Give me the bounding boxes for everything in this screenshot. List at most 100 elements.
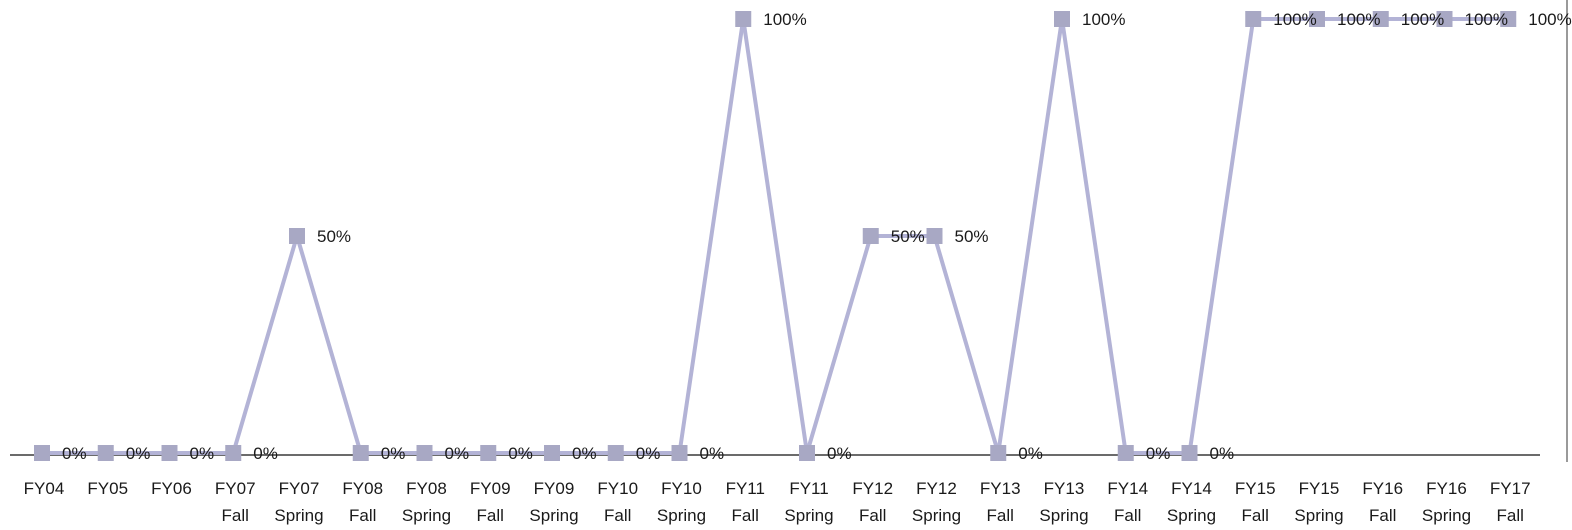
x-tick-label: FY05 bbox=[87, 479, 128, 498]
x-tick-label: FY14 bbox=[1107, 479, 1148, 498]
x-tick-label: FY12 bbox=[916, 479, 957, 498]
data-label: 0% bbox=[190, 444, 215, 463]
x-tick-label: FY10 bbox=[661, 479, 702, 498]
x-tick-label: FY10 bbox=[597, 479, 638, 498]
x-tick-sublabel: Fall bbox=[349, 506, 376, 525]
data-label: 0% bbox=[445, 444, 470, 463]
x-tick-sublabel: Spring bbox=[1167, 506, 1216, 525]
x-tick-sublabel: Spring bbox=[402, 506, 451, 525]
data-point-marker bbox=[97, 445, 114, 461]
series-line-segment bbox=[996, 17, 1064, 455]
series-line-segment bbox=[1060, 17, 1128, 455]
data-label: 0% bbox=[700, 444, 725, 463]
x-tick-label: FY08 bbox=[406, 479, 447, 498]
data-label: 0% bbox=[1210, 444, 1235, 463]
x-tick-label-group: FY04 FY05 FY06 FY07 Fall FY07 Spring FY08 Fall FY… bbox=[24, 479, 1531, 525]
x-tick-label: FY16 bbox=[1426, 479, 1467, 498]
series-line-segment bbox=[741, 17, 809, 455]
x-tick-label: FY12 bbox=[852, 479, 893, 498]
data-label: 0% bbox=[1146, 444, 1171, 463]
data-point-marker bbox=[1309, 11, 1325, 27]
data-label: 100% bbox=[1337, 10, 1380, 29]
data-label: 100% bbox=[1273, 10, 1316, 29]
x-tick-label: FY14 bbox=[1171, 479, 1212, 498]
x-tick-label: FY13 bbox=[1044, 479, 1085, 498]
x-tick-sublabel: Spring bbox=[912, 506, 961, 525]
x-tick-label: FY07 bbox=[279, 479, 320, 498]
data-point-marker bbox=[990, 445, 1007, 461]
x-tick-label: FY09 bbox=[534, 479, 575, 498]
x-tick-sublabel: Fall bbox=[1114, 506, 1141, 525]
x-tick-sublabel: Fall bbox=[222, 506, 249, 525]
x-tick-label: FY16 bbox=[1362, 479, 1403, 498]
x-tick-label: FY06 bbox=[151, 479, 192, 498]
data-label: 0% bbox=[636, 444, 661, 463]
data-point-marker bbox=[926, 228, 943, 244]
data-point-marker bbox=[161, 445, 178, 461]
x-tick-label: FY04 bbox=[24, 479, 65, 498]
data-point-marker bbox=[544, 445, 560, 461]
x-tick-sublabel: Fall bbox=[1497, 506, 1524, 525]
series-line-segment bbox=[932, 234, 1001, 455]
data-point-marker bbox=[225, 445, 242, 461]
data-label: 0% bbox=[1018, 444, 1043, 463]
data-point-marker bbox=[1500, 11, 1517, 27]
series-line-segment bbox=[295, 234, 363, 455]
x-tick-label: FY08 bbox=[342, 479, 383, 498]
x-tick-sublabel: Fall bbox=[477, 506, 504, 525]
x-tick-sublabel: Spring bbox=[1294, 506, 1343, 525]
data-point-marker bbox=[735, 11, 752, 27]
x-tick-label: FY15 bbox=[1235, 479, 1276, 498]
x-tick-sublabel: Spring bbox=[529, 506, 578, 525]
data-label: 0% bbox=[827, 444, 852, 463]
data-point-marker bbox=[1436, 11, 1453, 27]
x-tick-label: FY11 bbox=[789, 479, 828, 498]
data-label: 0% bbox=[62, 444, 87, 463]
data-point-marker bbox=[607, 445, 624, 461]
x-tick-label: FY11 bbox=[726, 479, 765, 498]
data-point-marker bbox=[289, 228, 305, 244]
x-tick-sublabel: Fall bbox=[859, 506, 886, 525]
series-line-segment bbox=[1187, 17, 1256, 455]
data-label: 50% bbox=[891, 227, 925, 246]
data-point-marker bbox=[671, 445, 688, 461]
x-tick-sublabel: Fall bbox=[1242, 506, 1269, 525]
x-tick-sublabel: Fall bbox=[1369, 506, 1396, 525]
data-label: 100% bbox=[1528, 10, 1571, 29]
x-tick-sublabel: Spring bbox=[1039, 506, 1088, 525]
data-point-marker bbox=[1117, 445, 1134, 461]
data-point-marker bbox=[799, 445, 815, 461]
data-point-marker bbox=[1245, 11, 1262, 27]
data-label: 50% bbox=[955, 227, 989, 246]
data-label: 100% bbox=[1082, 10, 1125, 29]
data-point-marker bbox=[862, 228, 879, 244]
data-point-marker bbox=[480, 445, 497, 461]
x-tick-sublabel: Fall bbox=[604, 506, 631, 525]
data-point-marker bbox=[352, 445, 369, 461]
x-tick-sublabel: Fall bbox=[987, 506, 1014, 525]
x-tick-sublabel: Spring bbox=[784, 506, 833, 525]
x-tick-label: FY07 bbox=[215, 479, 256, 498]
series-line-segment bbox=[231, 234, 299, 455]
data-label: 100% bbox=[763, 10, 806, 29]
data-label: 100% bbox=[1401, 10, 1444, 29]
data-point-marker bbox=[1054, 11, 1070, 27]
x-tick-label: FY13 bbox=[980, 479, 1021, 498]
series-line-segment bbox=[677, 17, 746, 455]
data-label-group: 0% 0% 0% 0% 50% 0% 0% 0% 0% 0% 0% 100% 0% 50% 50% 0% 100… bbox=[62, 10, 1572, 463]
data-label: 0% bbox=[572, 444, 597, 463]
marker-group bbox=[34, 11, 1517, 461]
data-label: 100% bbox=[1465, 10, 1508, 29]
series-line-segment bbox=[805, 234, 873, 455]
x-tick-sublabel: Spring bbox=[274, 506, 323, 525]
x-tick-label: FY15 bbox=[1299, 479, 1340, 498]
x-tick-label: FY17 bbox=[1490, 479, 1531, 498]
data-point-marker bbox=[416, 445, 433, 461]
data-label: 0% bbox=[126, 444, 151, 463]
x-tick-sublabel: Fall bbox=[732, 506, 759, 525]
x-tick-sublabel: Spring bbox=[657, 506, 706, 525]
data-label: 0% bbox=[508, 444, 533, 463]
data-point-marker bbox=[1372, 11, 1389, 27]
data-label: 0% bbox=[381, 444, 406, 463]
